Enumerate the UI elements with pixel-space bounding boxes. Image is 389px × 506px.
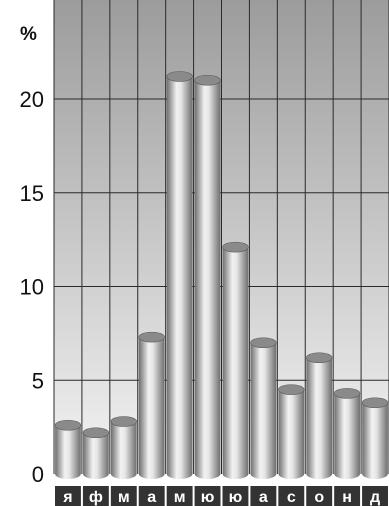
month-cell (222, 486, 249, 506)
y-tick-label: 20 (20, 87, 44, 112)
bar (166, 71, 193, 479)
x-tick-label: м (118, 489, 130, 506)
x-tick-label: н (342, 489, 352, 506)
gridlines (53, 0, 389, 474)
month-cell (138, 486, 165, 506)
bar (361, 397, 389, 479)
x-tick-label: ф (89, 489, 103, 506)
bars (54, 71, 389, 479)
bar (222, 241, 249, 479)
x-tick-label: с (287, 489, 296, 506)
bar (110, 416, 137, 479)
y-tick-label: 15 (20, 181, 44, 206)
y-axis: 0 5 10 15 20 (20, 87, 44, 487)
x-tick-label: о (314, 489, 324, 506)
x-tick-label: м (174, 489, 186, 506)
bar (194, 74, 221, 479)
month-cell (166, 486, 193, 506)
month-cell (110, 486, 137, 506)
month-cell (334, 486, 361, 506)
bar (138, 331, 165, 479)
month-cell (278, 486, 305, 506)
month-cell (306, 486, 333, 506)
month-cell (82, 486, 109, 506)
x-tick-label: а (147, 489, 156, 506)
x-tick-label: а (259, 489, 268, 506)
y-tick-label: 10 (20, 275, 44, 300)
bar (250, 337, 277, 479)
y-tick-label: 0 (32, 462, 44, 487)
x-tick-label: ю (201, 489, 215, 506)
month-cell (55, 486, 81, 506)
month-cell (362, 486, 388, 506)
month-cell (194, 486, 221, 506)
bar (278, 384, 305, 479)
label-strip (54, 485, 389, 506)
bar (306, 352, 333, 479)
month-cell (250, 486, 277, 506)
bar (82, 427, 110, 479)
bar (54, 419, 82, 479)
x-tick-label: ю (229, 489, 243, 506)
y-tick-label: 5 (32, 368, 44, 393)
x-tick-label: я (62, 489, 72, 506)
bar (333, 388, 361, 479)
x-tick-label: д (370, 489, 380, 506)
y-axis-unit-label: % (20, 24, 37, 45)
